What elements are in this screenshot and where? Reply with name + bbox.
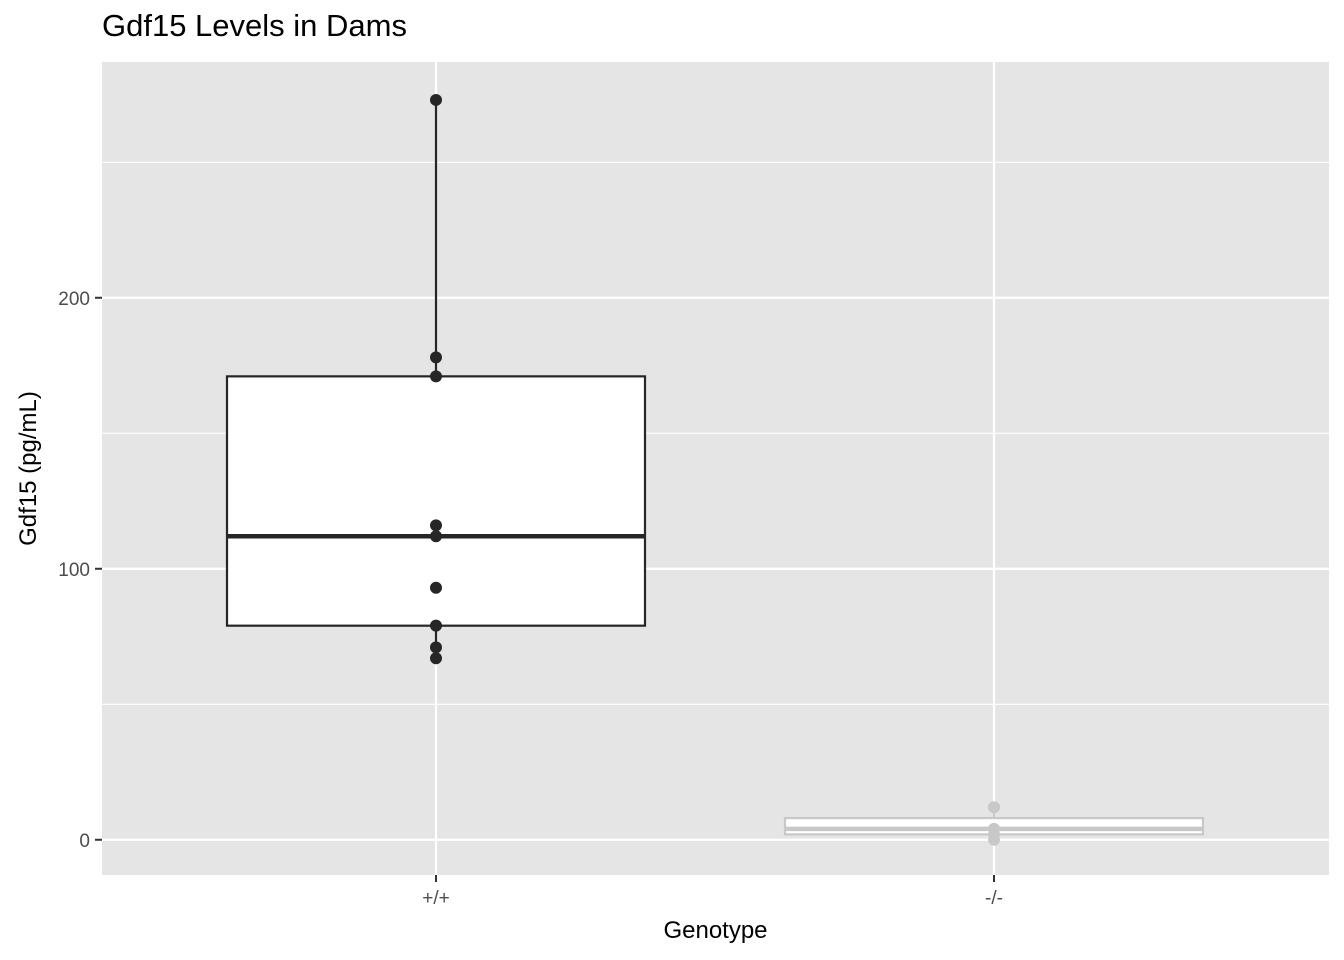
data-point — [430, 619, 442, 632]
boxes — [225, 93, 1205, 846]
box-group — [783, 801, 1205, 846]
y-tick-label: 0 — [79, 831, 90, 852]
y-tick-label: 100 — [58, 560, 90, 581]
data-point — [430, 581, 442, 594]
data-point — [430, 93, 442, 106]
data-point — [430, 652, 442, 665]
axes: 0 100 200 +/+ -/- — [58, 289, 1003, 909]
box-group — [225, 93, 647, 665]
data-point — [430, 370, 442, 383]
x-tick-label: +/+ — [422, 888, 449, 909]
data-point — [430, 641, 442, 654]
data-point — [988, 833, 1000, 846]
y-tick-label: 200 — [58, 289, 90, 310]
y-axis-title: Gdf15 (pg/mL) — [15, 391, 42, 546]
x-tick-label: -/- — [985, 888, 1003, 909]
data-point — [430, 351, 442, 364]
data-point — [430, 530, 442, 543]
x-axis-title: Genotype — [663, 917, 767, 944]
chart-title: Gdf15 Levels in Dams — [102, 8, 407, 43]
data-point — [430, 519, 442, 532]
data-point — [988, 801, 1000, 814]
